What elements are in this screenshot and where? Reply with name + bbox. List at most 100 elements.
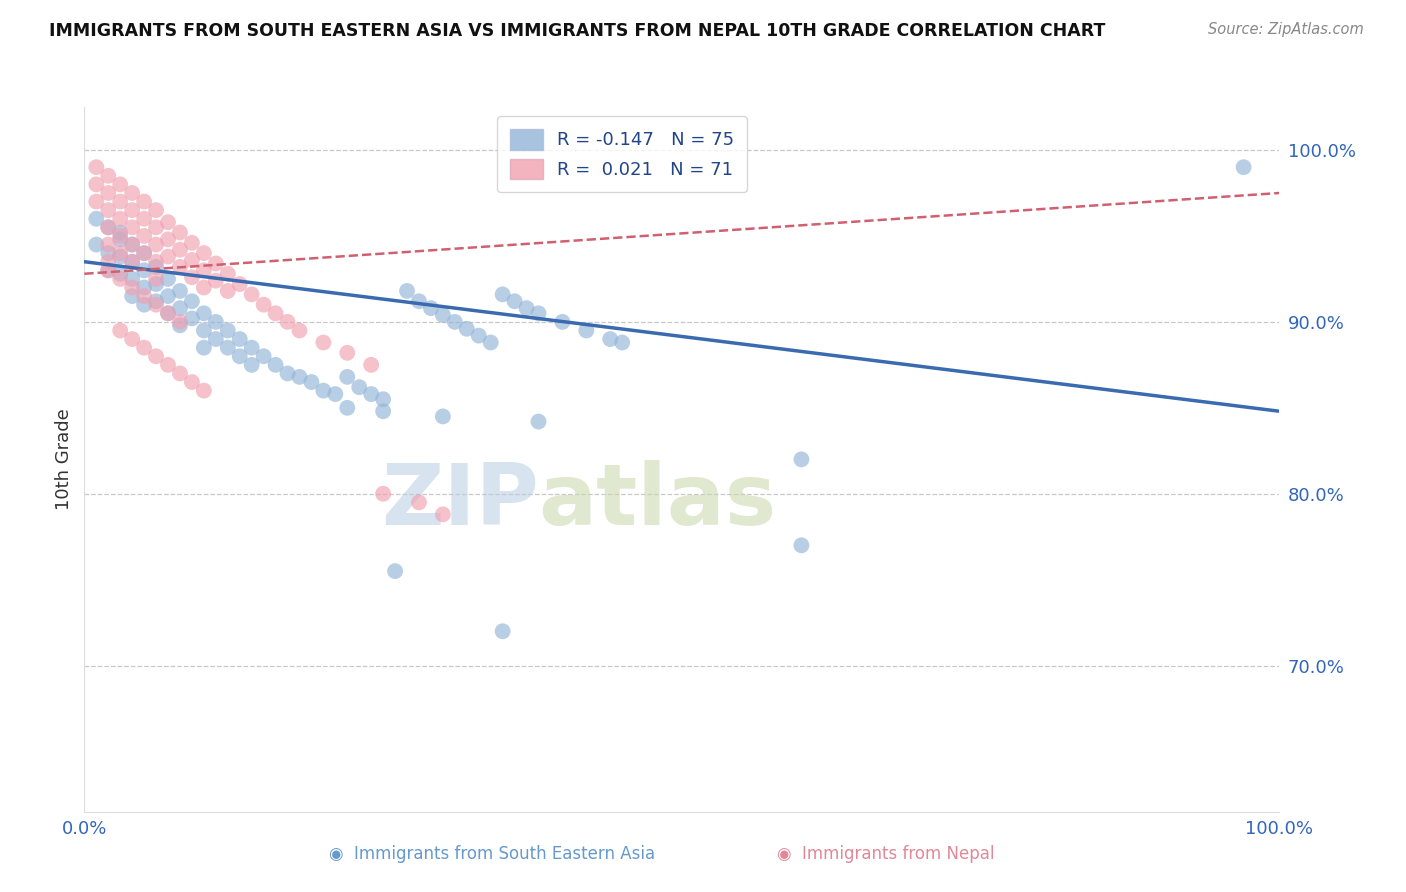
Point xyxy=(110,246,132,260)
Point xyxy=(121,280,143,294)
Point xyxy=(312,335,335,350)
Point xyxy=(288,323,311,337)
Point xyxy=(325,387,347,401)
Point xyxy=(193,246,215,260)
Point xyxy=(193,306,215,320)
Point xyxy=(145,260,167,274)
Point xyxy=(145,272,167,286)
Point xyxy=(97,246,120,260)
Point xyxy=(240,358,263,372)
Point xyxy=(217,341,239,355)
Point xyxy=(121,254,143,268)
Point xyxy=(97,263,120,277)
Point xyxy=(121,237,143,252)
Point xyxy=(360,387,382,401)
Point xyxy=(240,287,263,301)
Point xyxy=(432,308,454,322)
Point xyxy=(503,294,526,309)
Point xyxy=(157,215,180,229)
Point xyxy=(132,280,156,294)
Point xyxy=(145,294,167,309)
Point xyxy=(97,186,120,200)
Point xyxy=(456,322,478,336)
Point xyxy=(527,415,550,429)
Point xyxy=(97,237,120,252)
Point xyxy=(373,404,395,418)
Point xyxy=(110,232,132,246)
Text: ◉  Immigrants from Nepal: ◉ Immigrants from Nepal xyxy=(778,846,994,863)
Point xyxy=(169,315,191,329)
Point xyxy=(264,358,287,372)
Point xyxy=(145,203,167,218)
Point xyxy=(492,287,515,301)
Point xyxy=(121,220,143,235)
Point xyxy=(145,254,167,268)
Point xyxy=(110,272,132,286)
Point xyxy=(169,367,191,381)
Point xyxy=(132,341,156,355)
Point xyxy=(468,328,491,343)
Point xyxy=(110,323,132,337)
Point xyxy=(336,370,359,384)
Point xyxy=(86,211,108,226)
Point xyxy=(121,332,143,346)
Point xyxy=(373,487,395,501)
Point xyxy=(349,380,371,394)
Point xyxy=(121,186,143,200)
Point xyxy=(157,306,180,320)
Point xyxy=(229,277,252,291)
Point xyxy=(132,194,156,209)
Point xyxy=(205,315,228,329)
Point xyxy=(121,237,143,252)
Point xyxy=(612,335,634,350)
Point xyxy=(205,332,228,346)
Point xyxy=(240,341,263,355)
Point xyxy=(336,346,359,360)
Point xyxy=(86,237,108,252)
Point xyxy=(193,341,215,355)
Text: ◉  Immigrants from South Eastern Asia: ◉ Immigrants from South Eastern Asia xyxy=(329,846,655,863)
Point xyxy=(432,409,454,424)
Point xyxy=(551,315,574,329)
Point xyxy=(277,367,299,381)
Point xyxy=(575,323,598,337)
Point xyxy=(181,311,204,326)
Point xyxy=(396,284,419,298)
Point xyxy=(110,267,132,281)
Point xyxy=(336,401,359,415)
Point xyxy=(121,289,143,303)
Point xyxy=(181,252,204,267)
Point xyxy=(790,538,813,552)
Point xyxy=(110,226,132,240)
Point xyxy=(110,194,132,209)
Point xyxy=(132,289,156,303)
Text: Source: ZipAtlas.com: Source: ZipAtlas.com xyxy=(1208,22,1364,37)
Point xyxy=(599,332,621,346)
Text: IMMIGRANTS FROM SOUTH EASTERN ASIA VS IMMIGRANTS FROM NEPAL 10TH GRADE CORRELATI: IMMIGRANTS FROM SOUTH EASTERN ASIA VS IM… xyxy=(49,22,1105,40)
Point xyxy=(169,318,191,333)
Point xyxy=(86,160,108,174)
Point xyxy=(157,272,180,286)
Point xyxy=(444,315,467,329)
Point xyxy=(86,178,108,192)
Point xyxy=(181,294,204,309)
Point xyxy=(1233,160,1256,174)
Point xyxy=(229,332,252,346)
Point xyxy=(492,624,515,639)
Point xyxy=(516,301,538,315)
Point xyxy=(97,263,120,277)
Point xyxy=(145,298,167,312)
Point xyxy=(408,495,430,509)
Point xyxy=(157,289,180,303)
Point xyxy=(97,254,120,268)
Point xyxy=(217,284,239,298)
Point xyxy=(97,203,120,218)
Point xyxy=(181,270,204,285)
Point xyxy=(157,232,180,246)
Point xyxy=(288,370,311,384)
Point xyxy=(110,211,132,226)
Point xyxy=(373,392,395,407)
Point xyxy=(193,263,215,277)
Point xyxy=(132,246,156,260)
Point xyxy=(157,250,180,264)
